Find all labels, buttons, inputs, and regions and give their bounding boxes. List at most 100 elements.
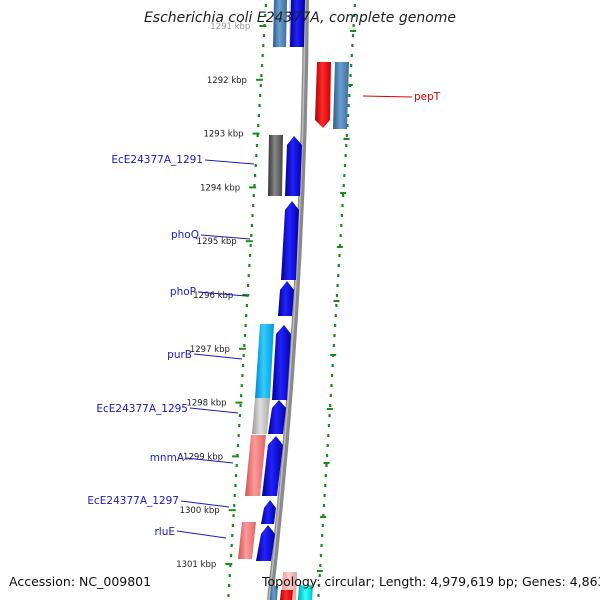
ruler-dot-outer	[318, 574, 321, 577]
ruler-dot-outer	[334, 314, 337, 317]
leader-line-purb	[193, 353, 243, 360]
cds-arrow-purb[interactable]	[272, 325, 291, 400]
topology-value: circular;	[324, 574, 376, 589]
ruler-dot-outer	[325, 464, 328, 467]
gene-label-mnma[interactable]: mnmA	[150, 452, 185, 464]
cds-arrow-phoq[interactable]	[281, 201, 299, 280]
cds-arrow-rlue[interactable]	[256, 525, 275, 561]
ruler-dot-inner	[237, 434, 240, 437]
cds-arrow-mnma[interactable]	[262, 436, 283, 496]
ruler-dot-outer	[342, 184, 345, 187]
ruler-dot-outer	[350, 54, 353, 57]
ruler-dot-inner	[260, 74, 263, 77]
cds-block-steel-top[interactable]	[273, 0, 287, 47]
ruler-outer-tick	[346, 84, 353, 86]
kbp-ticks: 1291 kbp 1292 kbp 1293 kbp 1294 kbp 1295 kbp…	[176, 22, 267, 570]
ruler-dot-outer	[353, 14, 356, 17]
ruler-dot-inner	[245, 304, 248, 307]
kbp-tick-label: 1301 kbp	[176, 560, 216, 570]
ruler-dot-outer	[337, 274, 340, 277]
gene-label-purb[interactable]: purB	[167, 349, 192, 361]
ruler-dot-inner	[230, 544, 233, 547]
cds-arrow-pept[interactable]	[315, 62, 331, 128]
gene-labels: pepT EcE24377A_1291 phoQ phoP purB EcE24…	[87, 91, 440, 538]
kbp-tick-mark	[235, 401, 243, 404]
kbp-tick-mark	[252, 132, 260, 135]
cds-arrow-ece24377a-1297[interactable]	[261, 500, 276, 524]
ruler-dot-outer	[324, 474, 327, 477]
cds-block-salmon-1[interactable]	[245, 435, 266, 496]
kbp-tick-label: 1297 kbp	[190, 345, 230, 355]
ruler-dot-outer	[343, 174, 346, 177]
gene-label-phoq[interactable]: phoQ	[171, 229, 199, 241]
leader-line-ece24377a-1297	[180, 500, 230, 508]
gene-label-pept[interactable]: pepT	[414, 91, 441, 103]
cds-block-blue-top[interactable]	[290, 0, 305, 47]
gene-label-ece24377a-1295[interactable]: EcE24377A_1295	[96, 403, 188, 415]
ruler-dot-outer	[334, 324, 337, 327]
ruler-dot-outer	[351, 34, 355, 37]
ruler-dot-outer	[342, 194, 345, 197]
cds-block-steel-bottom[interactable]	[270, 586, 278, 600]
ruler-dot-inner	[227, 594, 230, 597]
cds-block-gray[interactable]	[268, 135, 283, 196]
ruler-dot-outer	[329, 404, 332, 407]
ruler-dot-inner	[241, 374, 244, 377]
ruler-dot-outer	[324, 484, 327, 487]
ruler-dot-outer	[351, 44, 354, 47]
accession-value: NC_009801	[79, 574, 152, 589]
cds-arrow-ece24377a-1295[interactable]	[268, 400, 286, 434]
ruler-dot-outer	[330, 384, 333, 387]
ruler-dot-inner	[248, 254, 252, 257]
cds-block-red-bottom[interactable]	[280, 590, 293, 600]
cds-arrow-phop[interactable]	[278, 281, 294, 316]
ruler-dot-inner	[253, 174, 257, 177]
cds-block-salmon-2[interactable]	[238, 522, 256, 559]
ruler-dot-inner	[254, 164, 257, 167]
gene-label-rlue[interactable]: rluE	[154, 526, 175, 538]
ruler-dot-outer	[353, 4, 356, 7]
ruler-dot-inner	[234, 484, 237, 487]
ruler-dot-inner	[249, 244, 252, 247]
ruler-outer-tick	[343, 138, 350, 140]
ruler-dot-inner	[235, 464, 238, 467]
ruler-dot-inner	[252, 204, 255, 207]
kbp-tick-mark	[255, 78, 263, 81]
ruler-dot-inner	[258, 104, 261, 107]
ruler-dot-outer	[326, 454, 329, 457]
ruler-dot-inner	[262, 44, 265, 47]
ruler-dot-outer	[340, 214, 344, 217]
gene-label-ece24377a-1297[interactable]: EcE24377A_1297	[87, 495, 179, 507]
ruler-dot-inner	[247, 274, 250, 277]
ruler-dot-inner	[250, 224, 254, 227]
leader-line-ece24377a-1295	[189, 407, 239, 414]
cds-arrow-ece24377a-1291[interactable]	[285, 136, 302, 196]
gene-label-ece24377a-1291[interactable]: EcE24377A_1291	[111, 154, 203, 166]
ruler-dot-outer	[322, 514, 325, 517]
gene-label-phop[interactable]: phoP	[170, 286, 196, 298]
cds-block-steel-right[interactable]	[333, 62, 349, 129]
ruler-dot-outer	[329, 394, 332, 397]
kbp-tick-mark	[228, 509, 236, 512]
cds-block-cyan-bottom[interactable]	[298, 585, 313, 600]
ruler-dot-inner	[257, 114, 260, 117]
genome-backbone-highlight	[268, 0, 306, 600]
gene-leader-lines	[176, 95, 413, 539]
ruler-outer-tick	[316, 570, 323, 572]
kbp-tick-mark	[249, 186, 257, 189]
ruler-dot-outer	[320, 544, 323, 547]
cds-block-sky[interactable]	[255, 324, 274, 398]
topology-label: Topology:	[262, 574, 321, 589]
ruler-dot-inner	[233, 504, 236, 507]
ruler-dot-outer	[345, 144, 348, 147]
ruler-dot-inner	[244, 324, 247, 327]
kbp-tick-mark	[242, 294, 250, 296]
ruler-dot-outer	[347, 104, 350, 107]
cds-block-silver[interactable]	[252, 398, 270, 434]
kbp-tick-label: 1299 kbp	[183, 452, 223, 462]
ruler-dot-inner	[247, 284, 250, 287]
ruler-dot-outer	[336, 284, 339, 287]
ruler-dot-outer	[323, 494, 326, 497]
kbp-tick-mark	[245, 240, 253, 243]
